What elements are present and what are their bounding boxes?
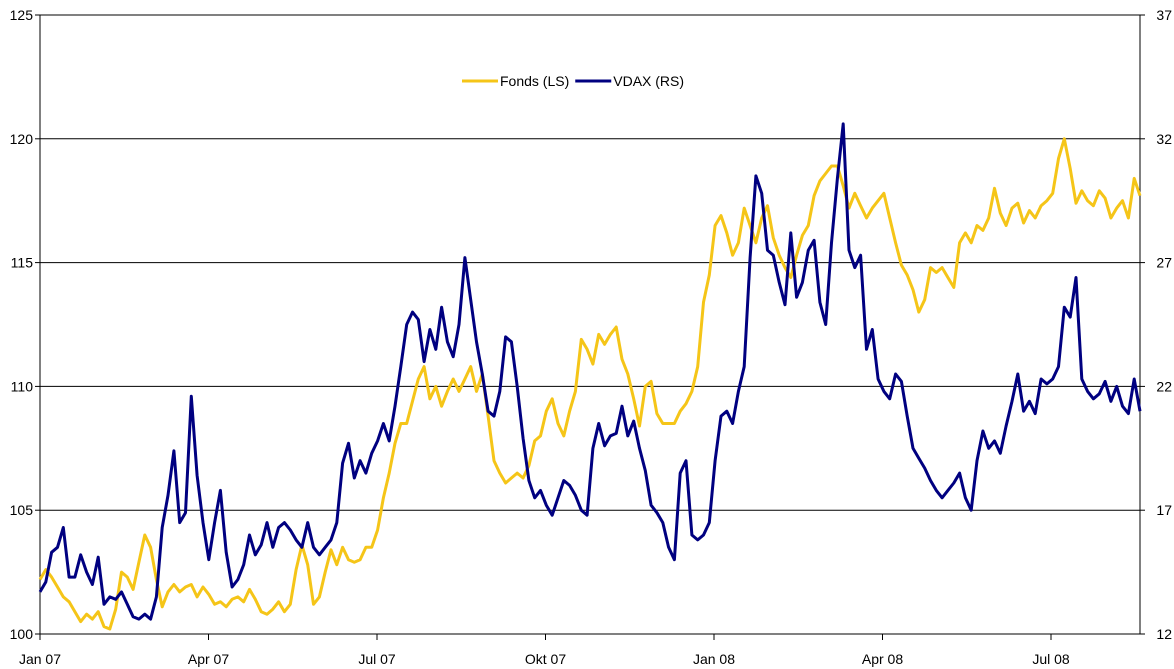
legend: Fonds (LS) VDAX (RS) [462, 73, 684, 89]
x-tick-label: Apr 08 [862, 651, 903, 667]
left-tick-label: 120 [10, 131, 34, 147]
left-tick-label: 125 [10, 7, 34, 23]
left-tick-label: 115 [11, 255, 34, 271]
x-axis-ticks: Jan 07 Apr 07 Jul 07 Okt 07 Jan 08 Apr 08 Jul … [19, 634, 1070, 667]
right-axis-ticks: 12 17 22 27 32 37 [1140, 7, 1172, 642]
series-line-1 [38, 122, 1142, 621]
x-tick-label: Jul 08 [1032, 651, 1070, 667]
series-line-0 [38, 137, 1142, 631]
legend-label-1: VDAX (RS) [613, 73, 684, 89]
right-tick-label: 17 [1156, 502, 1172, 518]
x-tick-label: Jan 07 [19, 651, 61, 667]
right-tick-label: 37 [1156, 7, 1172, 23]
left-tick-label: 100 [10, 626, 34, 642]
axes [39, 15, 1141, 635]
left-axis-ticks: 100 105 110 115 120 125 [10, 7, 40, 642]
right-tick-label: 32 [1156, 131, 1172, 147]
left-tick-label: 105 [10, 502, 34, 518]
right-tick-label: 22 [1156, 378, 1172, 394]
x-tick-label: Jan 08 [693, 651, 735, 667]
x-tick-label: Apr 07 [188, 651, 229, 667]
legend-label-0: Fonds (LS) [500, 73, 569, 89]
right-tick-label: 12 [1156, 626, 1172, 642]
x-tick-label: Jul 07 [358, 651, 396, 667]
right-tick-label: 27 [1156, 255, 1172, 271]
left-tick-label: 110 [11, 378, 34, 394]
series-layer [38, 122, 1142, 631]
x-tick-label: Okt 07 [525, 651, 566, 667]
horizontal-gridlines [40, 14, 1140, 511]
